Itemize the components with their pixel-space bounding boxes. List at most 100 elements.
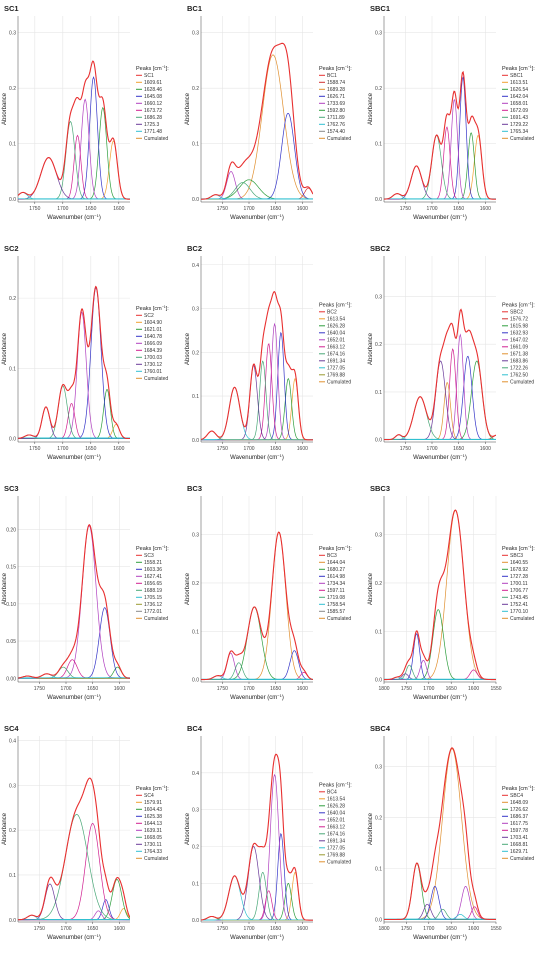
y-tick-label: 0.1 [192,629,199,635]
y-tick-label: 0.3 [375,295,382,301]
sample-curve [201,531,313,681]
legend-entry: 1674.16 [327,832,345,838]
legend-entry: 1668.05 [144,835,162,841]
y-tick-label: 0.05 [6,639,16,645]
x-tick-label: 1700 [243,206,254,212]
legend-title: Peaks [cm−1]: [319,302,352,309]
peak-curve [18,823,130,921]
legend-entry: 1703.41 [510,835,528,841]
y-tick-label: 0.3 [375,765,382,771]
legend-entry: 1733.69 [327,101,345,107]
legend-title: Peaks [cm−1]: [319,65,352,72]
sample-curve [201,42,313,200]
legend-entry: 1617.75 [510,821,528,827]
x-axis-label: Wavenumber (cm−1) [47,453,101,462]
legend-entry: 1640.55 [510,560,528,566]
legend-entry: Cumulated [327,136,351,142]
y-tick-label: 0.4 [192,263,199,269]
legend-entry: 1700.03 [144,355,162,361]
legend-entry: 1686.37 [510,814,528,820]
legend-entry: 1604.43 [144,807,162,813]
y-tick-label: 0.2 [9,296,16,302]
x-tick-label: 1750 [34,686,45,692]
x-tick-label: 1650 [85,446,96,452]
x-axis-label: Wavenumber (cm−1) [230,453,284,462]
legend-entry: 1652.01 [327,338,345,344]
peak-curve [18,525,130,679]
y-tick-label: 0.4 [9,738,16,744]
y-tick-label: 0.2 [375,816,382,822]
y-tick-label: 0.2 [192,581,199,587]
legend-entry: 1691.34 [327,839,345,845]
legend-entry: BC2 [327,310,337,316]
y-tick-label: 0.3 [9,31,16,37]
legend-entry: 1632.93 [510,331,528,337]
legend-entry: 1771.48 [144,129,162,135]
legend-entry: 1656.65 [144,581,162,587]
x-axis-label: Wavenumber (cm−1) [47,213,101,222]
legend-entry: 1706.77 [510,588,528,594]
x-tick-label: 1800 [378,686,389,692]
peak-curve [201,875,313,921]
chart-title: SC2 [4,244,19,253]
y-tick-label: 0.1 [375,866,382,872]
x-axis-label: Wavenumber (cm−1) [230,933,284,942]
x-tick-label: 1600 [480,206,491,212]
legend-entry: 1736.12 [144,602,162,608]
legend-entry: Cumulated [144,376,168,382]
chart-title: BC2 [187,244,202,253]
legend-entry: 1666.09 [144,341,162,347]
legend-entry: 1626.28 [327,324,345,330]
y-tick-label: 0.1 [375,629,382,635]
legend-entry: Cumulated [510,380,534,386]
y-tick-label: 0.4 [192,771,199,777]
peak-curve [201,662,313,680]
legend-entry: 1752.41 [510,602,528,608]
x-tick-label: 1750 [217,446,228,452]
y-tick-label: 0.0 [9,918,16,924]
legend-entry: 1579.91 [144,800,162,806]
y-tick-label: 0.3 [192,808,199,814]
legend-entry: Cumulated [327,860,351,866]
y-axis-label: Absorbance [368,572,374,605]
y-tick-label: 0.1 [375,390,382,396]
x-tick-label: 1750 [29,446,40,452]
x-tick-label: 1650 [85,206,96,212]
x-tick-label: 1700 [57,446,68,452]
legend-title: Peaks [cm−1]: [136,545,169,552]
legend-entry: Cumulated [327,380,351,386]
chart-sbc2: SBC2 0.0 0.1 0.2 0.3 1750 1700 1650 1600 Wavenumb… [368,244,535,461]
legend-entry: 1640.04 [327,331,345,337]
y-axis-label: Absorbance [185,812,191,845]
x-axis-label: Wavenumber (cm−1) [47,933,101,942]
x-tick-label: 1600 [113,446,124,452]
chart-sc1: SC1 0.0 0.1 0.2 0.3 1750 1700 1650 1600 Wavenumbe… [2,4,169,222]
chart-sbc4: SBC4 0.0 0.1 0.2 0.3 1800 1750 1700 1650 1600 1550… [368,724,535,941]
legend-entry: 1628.46 [144,87,162,93]
y-tick-label: 0.2 [375,581,382,587]
peak-curve [384,434,496,440]
y-axis-label: Absorbance [2,812,8,845]
x-tick-label: 1750 [217,686,228,692]
legend-entry: 1597.78 [510,828,528,834]
legend-entry: 1727.05 [327,846,345,852]
y-tick-label: 0.2 [375,342,382,348]
legend-entry: SC1 [144,73,154,79]
chart-title: SBC2 [370,244,390,253]
sample-curve [384,747,496,921]
sample-curve [18,60,130,200]
peak-curve [384,193,496,200]
legend-title: Peaks [cm−1]: [319,782,352,789]
y-tick-label: 0.3 [9,783,16,789]
chart-sbc1: SBC1 0.0 0.1 0.2 0.3 1750 1700 1650 1600 Wavenumb… [368,4,535,221]
legend-entry: 1613.54 [327,317,345,323]
x-tick-label: 1650 [87,686,98,692]
x-tick-label: 1600 [468,926,479,932]
legend-entry: Cumulated [144,856,168,862]
chart-sc2: SC2 0.0 0.1 0.2 1750 1700 1650 1600 Wavenumber (… [2,244,169,462]
legend-entry: 1688.19 [144,588,162,594]
legend-entry: 1668.81 [510,842,528,848]
x-tick-label: 1650 [270,446,281,452]
y-tick-label: 0.3 [375,533,382,539]
